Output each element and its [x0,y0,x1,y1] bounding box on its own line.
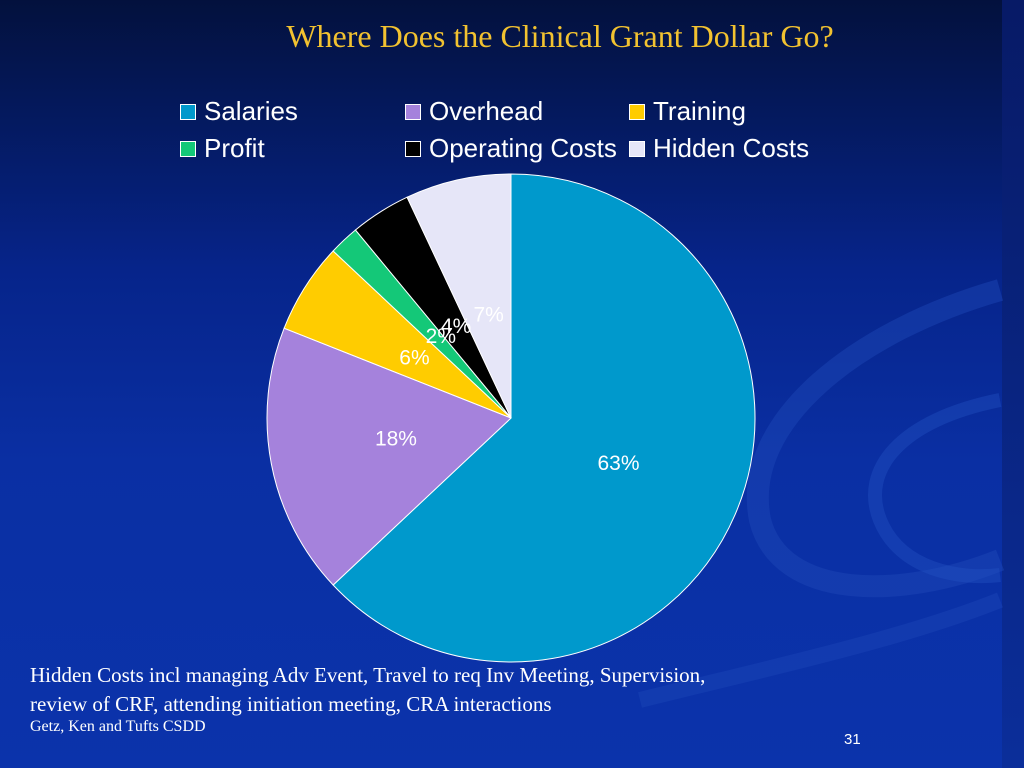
data-label-training: 6% [399,347,429,370]
legend-swatch-hidden-costs [629,140,645,157]
right-edge-band [1002,0,1024,768]
data-label-salaries: 63% [597,452,639,475]
data-label-operating-costs: 4% [441,315,471,338]
legend-swatch-salaries [180,103,196,120]
legend-item-overhead: Overhead [405,96,543,127]
data-label-profit: 2% [426,325,456,348]
data-label-overhead: 18% [375,427,417,450]
pie-slice-salaries [332,173,756,663]
legend-item-operating-costs: Operating Costs [405,133,617,164]
chart-title: Where Does the Clinical Grant Dollar Go? [286,18,834,54]
legend-label-overhead: Overhead [429,96,544,126]
legend-label-hidden-costs: Hidden Costs [653,133,810,163]
legend-item-hidden-costs: Hidden Costs [629,133,809,164]
legend-swatch-operating-costs [405,140,421,157]
chart-legend: Salaries Overhead Training Profit Operat… [180,96,900,176]
page-number: 31 [844,731,861,748]
legend-item-training: Training [629,96,746,127]
legend-label-training: Training [653,96,746,126]
legend-label-profit: Profit [204,133,265,163]
legend-swatch-overhead [405,103,421,120]
legend-label-salaries: Salaries [204,96,298,126]
legend-label-operating-costs: Operating Costs [429,133,617,163]
citation: Getz, Ken and Tufts CSDD [30,718,206,735]
legend-item-salaries: Salaries [180,96,298,127]
legend-swatch-profit [180,140,196,157]
legend-item-profit: Profit [180,133,265,164]
legend-swatch-training [629,103,645,120]
note-line-2: review of CRF, attending initiation meet… [30,692,552,716]
pie-slice-overhead [266,327,512,586]
hidden-costs-note: Hidden Costs incl managing Adv Event, Tr… [30,661,830,719]
data-label-hidden-costs: 7% [473,304,503,327]
note-line-1: Hidden Costs incl managing Adv Event, Tr… [30,663,706,687]
pie-slice-hidden-costs [406,173,512,419]
